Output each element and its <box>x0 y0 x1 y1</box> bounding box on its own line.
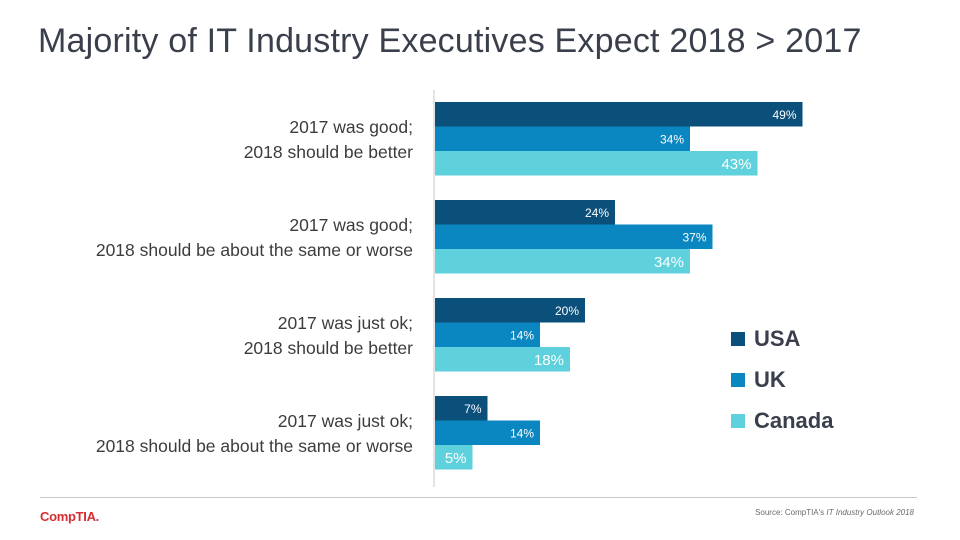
data-label-usa: 20% <box>555 304 579 318</box>
data-label-usa: 49% <box>772 108 796 122</box>
legend-item-usa: USA <box>731 318 833 359</box>
data-label-uk: 14% <box>510 426 534 440</box>
bar-uk <box>435 420 540 445</box>
category-label: 2017 was good; 2018 should be about the s… <box>96 215 413 260</box>
bar-canada <box>435 347 570 372</box>
data-label-canada: 43% <box>721 156 751 173</box>
bar-usa <box>435 396 488 421</box>
data-label-usa: 7% <box>464 402 482 416</box>
data-label-canada: 34% <box>654 254 684 271</box>
data-label-usa: 24% <box>585 206 609 220</box>
category-label-line: 2017 was good; <box>289 117 413 137</box>
legend-swatch-canada <box>731 413 745 428</box>
footer-divider <box>40 497 917 498</box>
source-note: Source: CompTIA's IT Industry Outlook 20… <box>755 508 914 517</box>
bar-canada <box>435 445 473 470</box>
source-prefix: Source: CompTIA's <box>755 508 827 517</box>
legend-label-canada: Canada <box>754 407 834 433</box>
legend: USA UK Canada <box>731 318 833 441</box>
legend-label-usa: USA <box>754 325 801 351</box>
bar-canada <box>435 249 690 274</box>
category-label-line: 2018 should be about the same or worse <box>96 240 413 260</box>
category-label: 2017 was good; 2018 should be better <box>244 117 413 162</box>
bar-uk <box>435 322 540 347</box>
comptia-logo: CompTIA. <box>40 509 99 524</box>
legend-item-uk: UK <box>731 359 833 400</box>
bar-uk <box>435 224 713 249</box>
category-label-line: 2017 was just ok; <box>278 411 413 431</box>
category-label-line: 2018 should be better <box>244 142 413 162</box>
bar-usa <box>435 298 585 323</box>
legend-label-uk: UK <box>754 366 786 392</box>
data-label-uk: 37% <box>682 230 706 244</box>
data-label-uk: 14% <box>510 328 534 342</box>
chart-title: Majority of IT Industry Executives Expec… <box>38 22 862 60</box>
category-label-line: 2018 should be better <box>244 338 413 358</box>
bar-canada <box>435 151 758 176</box>
legend-swatch-uk <box>731 372 745 387</box>
category-label: 2017 was just ok; 2018 should be better <box>244 313 413 358</box>
bar-usa <box>435 102 803 127</box>
category-label-line: 2018 should be about the same or worse <box>96 436 413 456</box>
bar-uk <box>435 126 690 151</box>
category-label-line: 2017 was just ok; <box>278 313 413 333</box>
legend-swatch-usa <box>731 331 745 346</box>
bar-usa <box>435 200 615 225</box>
legend-item-canada: Canada <box>731 400 833 441</box>
source-title: IT Industry Outlook 2018 <box>826 508 914 517</box>
category-label: 2017 was just ok; 2018 should be about th… <box>96 411 413 456</box>
data-label-uk: 34% <box>660 132 684 146</box>
data-label-canada: 18% <box>534 352 564 369</box>
category-label-line: 2017 was good; <box>289 215 413 235</box>
data-label-canada: 5% <box>445 450 467 467</box>
